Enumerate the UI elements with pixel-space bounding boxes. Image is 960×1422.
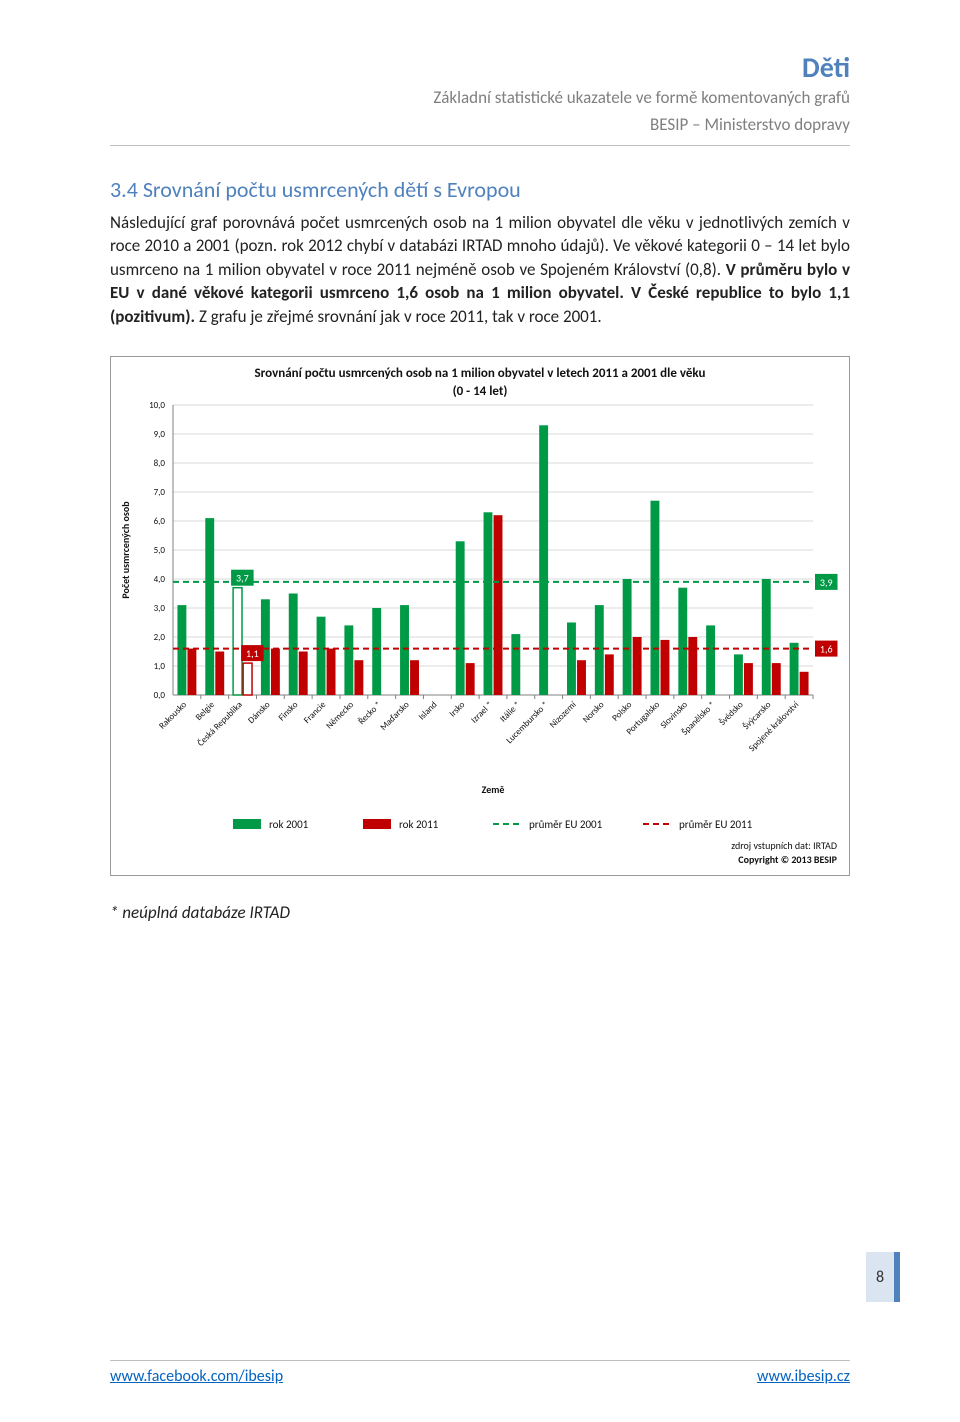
chart-container: Srovnání počtu usmrcených osob na 1 mili…: [110, 356, 850, 876]
svg-text:Spojené království: Spojené království: [747, 699, 802, 754]
svg-text:Izrael *: Izrael *: [469, 700, 495, 726]
svg-text:10,0: 10,0: [149, 400, 165, 411]
svg-text:Rakousko: Rakousko: [157, 699, 189, 731]
svg-text:Finsko: Finsko: [276, 699, 300, 723]
svg-text:Belgie: Belgie: [193, 699, 217, 723]
svg-text:8,0: 8,0: [154, 458, 166, 469]
p1-c: Z grafu je zřejmé srovnání jak v roce 20…: [195, 306, 602, 327]
section-heading: 3.4 Srovnání počtu usmrcených dětí s Evr…: [110, 176, 850, 203]
page-number: 8: [876, 1268, 884, 1287]
svg-text:Nizozemí: Nizozemí: [548, 699, 580, 731]
footer-link-right[interactable]: www.ibesip.cz: [757, 1367, 850, 1386]
svg-text:6,0: 6,0: [154, 516, 166, 527]
svg-text:3,0: 3,0: [154, 603, 166, 614]
svg-text:2,0: 2,0: [154, 632, 166, 643]
svg-text:(0 - 14 let): (0 - 14 let): [453, 384, 508, 399]
svg-text:Srovnání počtu usmrcených osob: Srovnání počtu usmrcených osob na 1 mili…: [255, 366, 706, 381]
svg-text:0,0: 0,0: [154, 690, 166, 701]
svg-text:Německo: Německo: [324, 699, 356, 731]
svg-text:Dánsko: Dánsko: [246, 699, 273, 726]
svg-text:průměr EU 2001: průměr EU 2001: [529, 818, 603, 831]
page-subtitle: Základní statistické ukazatele ve formě …: [110, 87, 850, 108]
svg-text:Maďarsko: Maďarsko: [378, 699, 412, 733]
svg-text:zdroj vstupních dat: IRTAD: zdroj vstupních dat: IRTAD: [731, 839, 837, 852]
svg-text:3,7: 3,7: [236, 572, 249, 585]
svg-text:7,0: 7,0: [154, 487, 166, 498]
svg-text:3,9: 3,9: [820, 576, 833, 589]
section-paragraph: Následující graf porovnává počet usmrcen…: [110, 211, 850, 328]
page-number-box: 8: [866, 1252, 900, 1302]
svg-text:1,6: 1,6: [820, 643, 833, 656]
svg-text:Irsko: Irsko: [447, 699, 467, 719]
svg-text:Island: Island: [416, 699, 439, 722]
svg-text:Norsko: Norsko: [581, 699, 607, 725]
svg-text:Počet usmrcených osob: Počet usmrcených osob: [119, 501, 132, 599]
svg-text:1,1: 1,1: [246, 647, 259, 660]
page-footer: www.facebook.com/ibesip www.ibesip.cz: [110, 1360, 850, 1386]
page-title: Děti: [110, 50, 850, 85]
svg-text:Copyright © 2013 BESIP: Copyright © 2013 BESIP: [738, 853, 837, 866]
page-org: BESIP – Ministerstvo dopravy: [110, 114, 850, 135]
svg-text:1,0: 1,0: [154, 661, 166, 672]
svg-text:4,0: 4,0: [154, 574, 166, 585]
svg-text:Itálie *: Itálie *: [498, 700, 523, 725]
svg-text:rok 2001: rok 2001: [269, 818, 309, 831]
chart-footnote: * neúplná databáze IRTAD: [110, 902, 850, 923]
document-page: Děti Základní statistické ukazatele ve f…: [0, 0, 960, 1422]
header-divider: [110, 145, 850, 146]
svg-text:5,0: 5,0: [154, 545, 166, 556]
footer-link-left[interactable]: www.facebook.com/ibesip: [110, 1367, 283, 1386]
svg-text:rok 2011: rok 2011: [399, 818, 439, 831]
svg-text:Země: Země: [482, 783, 505, 796]
svg-text:9,0: 9,0: [154, 429, 166, 440]
svg-text:Polsko: Polsko: [610, 699, 634, 723]
svg-text:průměr EU 2011: průměr EU 2011: [679, 818, 753, 831]
page-header: Děti Základní statistické ukazatele ve f…: [110, 50, 850, 135]
chart-svg: Srovnání počtu usmrcených osob na 1 mili…: [111, 357, 849, 875]
